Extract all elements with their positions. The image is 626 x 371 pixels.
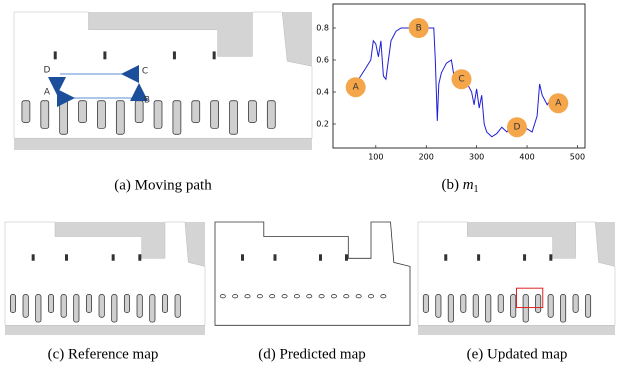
map-pillar [267, 101, 275, 129]
x-tick-label: 300 [469, 153, 484, 162]
map-wall [103, 51, 106, 59]
map-wall [477, 254, 480, 260]
map-pillar [97, 101, 105, 129]
map-pillar [192, 101, 200, 123]
map-wall [523, 254, 526, 260]
map-pillar [211, 101, 219, 129]
map-floor [215, 222, 410, 325]
map-pillar [22, 101, 30, 123]
map-pillar [124, 295, 129, 313]
map-wall [241, 254, 244, 260]
figure: (a) Moving path (b) m1 (c) Reference map… [0, 0, 626, 371]
caption-prefix: (b) [441, 177, 459, 193]
y-tick-label: 0.2 [316, 120, 329, 129]
map-pillar [162, 295, 167, 313]
map-wall [213, 51, 216, 59]
map-pillar [48, 295, 53, 313]
map-pillar [536, 295, 541, 313]
path-label: B [144, 96, 150, 106]
map-pillar [585, 295, 590, 318]
map-pillar [116, 101, 124, 135]
map-pillar [79, 101, 87, 123]
map-pillar [150, 295, 155, 322]
map-wall [549, 254, 552, 260]
map-pillar [10, 295, 15, 313]
x-tick-label: 100 [368, 153, 383, 162]
map-wall [345, 254, 348, 260]
map-pillar [135, 101, 143, 123]
map-wall [444, 254, 447, 260]
map-wall [54, 51, 57, 59]
caption: (b) m1 [441, 177, 478, 195]
map-pillar [560, 295, 565, 322]
x-tick-label: 400 [519, 153, 534, 162]
map-pillar [436, 295, 441, 318]
caption: (c) Reference map [48, 346, 159, 362]
caption: (a) Moving path [114, 177, 212, 193]
map-wall [112, 254, 115, 260]
map-pillar [86, 295, 91, 313]
caption-var: m [463, 177, 474, 193]
caption: (d) Predicted map [258, 346, 365, 362]
annotation-label: B [416, 24, 422, 34]
map-pillar [137, 295, 142, 318]
annotation-label: D [513, 123, 520, 133]
map-pillar [112, 295, 117, 322]
map-pillar [573, 295, 578, 313]
annotation-label: A [555, 99, 562, 109]
map-pillar [74, 295, 79, 322]
map-pillar [154, 101, 162, 129]
map-pillar [61, 295, 66, 318]
map-pillar [23, 295, 28, 318]
path-label: A [44, 88, 51, 98]
map-pillar [248, 101, 256, 123]
annotation-label: C [458, 75, 464, 85]
map-wall [138, 254, 141, 260]
path-label: C [142, 67, 148, 77]
x-tick-label: 500 [570, 153, 585, 162]
map-pillar [461, 295, 466, 313]
map-pillar [523, 295, 528, 322]
annotation-label: A [353, 83, 360, 93]
map-pillar [511, 295, 516, 318]
x-tick-label: 200 [419, 153, 434, 162]
caption: (e) Updated map [467, 346, 568, 362]
map-pillar [473, 295, 478, 318]
map-wall [173, 51, 176, 59]
map-pillar [99, 295, 104, 318]
map-wall [274, 254, 277, 260]
map-pillar [175, 295, 180, 318]
map-wall [32, 254, 35, 260]
y-tick-label: 0.4 [316, 88, 329, 97]
map-pillar [60, 101, 68, 135]
map-pillar [498, 295, 503, 313]
map-wall [65, 254, 68, 260]
map-pillar [486, 295, 491, 322]
path-label: D [44, 66, 51, 76]
map-pillar [230, 101, 238, 135]
map-pillar [448, 295, 453, 322]
map-pillar [548, 295, 553, 318]
map-wall [319, 254, 322, 260]
map-pillar [36, 295, 41, 322]
caption-sub: 1 [474, 184, 479, 195]
map-pillar [173, 101, 181, 135]
map-pillar [423, 295, 428, 313]
y-tick-label: 0.8 [316, 24, 329, 33]
map-pillar [41, 101, 49, 129]
y-tick-label: 0.6 [316, 56, 329, 65]
